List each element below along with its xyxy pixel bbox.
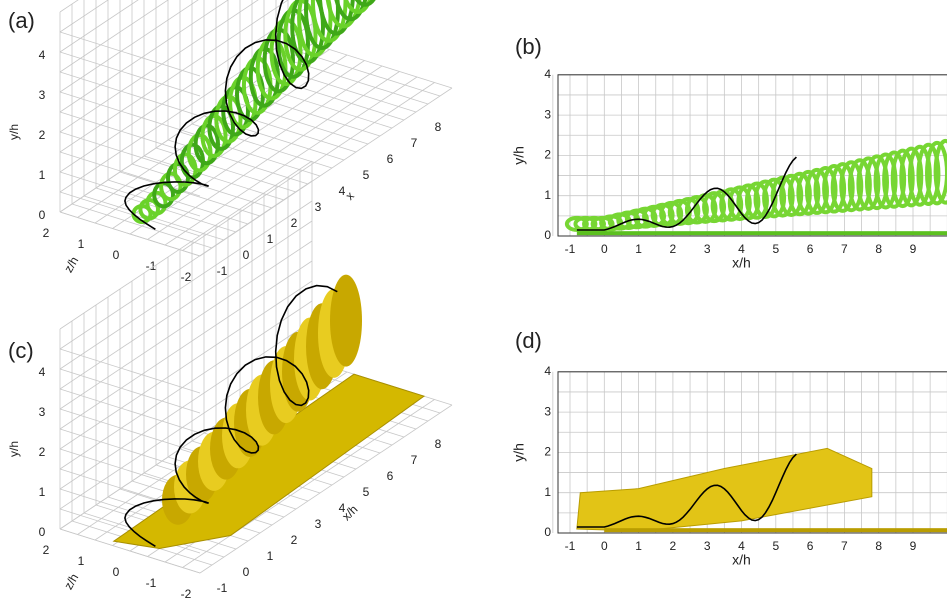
z-tick-label: 0 [113, 565, 120, 579]
x-axis-label: x/h [732, 255, 751, 271]
y-tick-label: 3 [544, 404, 551, 418]
x-tick-label: 0 [601, 539, 608, 553]
x-tick-label: 1 [267, 549, 274, 563]
y-tick-label: 0 [544, 228, 551, 242]
x-tick-label: 0 [243, 565, 250, 579]
y-axis-label: y/h [7, 441, 21, 457]
x-tick-label: 1 [635, 242, 642, 256]
x-tick-label: 5 [772, 539, 779, 553]
y-tick-label: 1 [39, 168, 46, 182]
isosurface [330, 275, 362, 367]
isosurface [604, 528, 947, 532]
y-tick-label: 4 [544, 364, 551, 378]
y-axis-label: y/h [7, 124, 21, 140]
x-tick-label: 7 [841, 539, 848, 553]
z-tick-label: 1 [78, 237, 85, 251]
panel-label: (c) [8, 338, 34, 363]
x-tick-label: 0 [601, 242, 608, 256]
x-tick-label: 0 [243, 248, 250, 262]
x-tick-label: 8 [875, 539, 882, 553]
y-tick-label: 2 [544, 148, 551, 162]
grid-line [60, 92, 200, 136]
x-axis-label: x [343, 189, 357, 203]
z-axis-label: z/h [61, 571, 81, 592]
z-tick-label: 2 [43, 226, 50, 240]
x-tick-label: 7 [841, 242, 848, 256]
z-tick-label: -1 [146, 576, 157, 590]
x-tick-label: 8 [435, 120, 442, 134]
y-tick-label: 0 [39, 525, 46, 539]
y-tick-label: 0 [544, 525, 551, 539]
z-tick-label: 0 [113, 248, 120, 262]
x-tick-label: 5 [363, 485, 370, 499]
y-tick-label: 2 [39, 128, 46, 142]
x-tick-label: 5 [772, 242, 779, 256]
z-axis-label: z/h [61, 254, 81, 275]
x-tick-label: 7 [411, 453, 418, 467]
x-tick-label: 5 [363, 168, 370, 182]
z-tick-label: 1 [78, 554, 85, 568]
x-tick-label: 2 [670, 242, 677, 256]
y-tick-label: 2 [544, 445, 551, 459]
y-tick-label: 1 [39, 485, 46, 499]
x-tick-label: 2 [670, 539, 677, 553]
y-tick-label: 1 [544, 485, 551, 499]
x-tick-label: 2 [291, 533, 298, 547]
x-tick-label: 7 [411, 136, 418, 150]
x-tick-label: 9 [910, 539, 917, 553]
x-tick-label: -1 [217, 264, 228, 278]
y-tick-label: 4 [39, 48, 46, 62]
x-tick-label: 6 [807, 539, 814, 553]
x-tick-label: 8 [435, 437, 442, 451]
z-tick-label: -2 [181, 587, 192, 601]
x-tick-label: 6 [387, 469, 394, 483]
x-tick-label: 6 [387, 152, 394, 166]
x-tick-label: -1 [217, 581, 228, 595]
figure: (a) (b) (c) (d) 0 1 2 3 4 2 1 0 -1 -2 -1 0 1 2 3 4 5 6 7 8 y… [0, 0, 947, 609]
grid-line [60, 201, 312, 369]
y-axis-label: y/h [511, 146, 527, 165]
x-tick-label: 3 [704, 539, 711, 553]
y-tick-label: 4 [39, 365, 46, 379]
x-tick-label: 8 [875, 242, 882, 256]
grid-line [60, 409, 200, 453]
panel-label: (a) [8, 8, 35, 33]
x-tick-label: 1 [635, 539, 642, 553]
grid-line [60, 181, 312, 349]
grid-line [60, 0, 312, 92]
y-tick-label: 1 [544, 188, 551, 202]
y-tick-label: 3 [39, 88, 46, 102]
grid-line [60, 369, 200, 413]
z-tick-label: 2 [43, 543, 50, 557]
x-tick-label: 3 [315, 517, 322, 531]
panel-label: (d) [515, 328, 542, 353]
x-tick-label: 3 [704, 242, 711, 256]
grid-line [60, 32, 200, 76]
isosurface [577, 231, 947, 235]
x-tick-label: 9 [910, 242, 917, 256]
x-tick-label: 1 [267, 232, 274, 246]
x-tick-label: -1 [565, 539, 576, 553]
x-tick-label: 6 [807, 242, 814, 256]
panel-label: (b) [515, 34, 542, 59]
grid-line [60, 389, 200, 433]
grid-line [60, 132, 200, 176]
y-axis-label: y/h [511, 443, 527, 462]
y-tick-label: 4 [544, 67, 551, 81]
y-tick-label: 3 [39, 405, 46, 419]
grid-line [60, 0, 312, 12]
y-tick-label: 3 [544, 107, 551, 121]
x-tick-label: -1 [565, 242, 576, 256]
x-tick-label: 3 [315, 200, 322, 214]
y-tick-label: 2 [39, 445, 46, 459]
grid-line [60, 349, 200, 393]
y-tick-label: 0 [39, 208, 46, 222]
grid-line [60, 72, 200, 116]
x-tick-label: 2 [291, 216, 298, 230]
grid-line [60, 52, 200, 96]
x-axis-label: x/h [732, 552, 751, 568]
